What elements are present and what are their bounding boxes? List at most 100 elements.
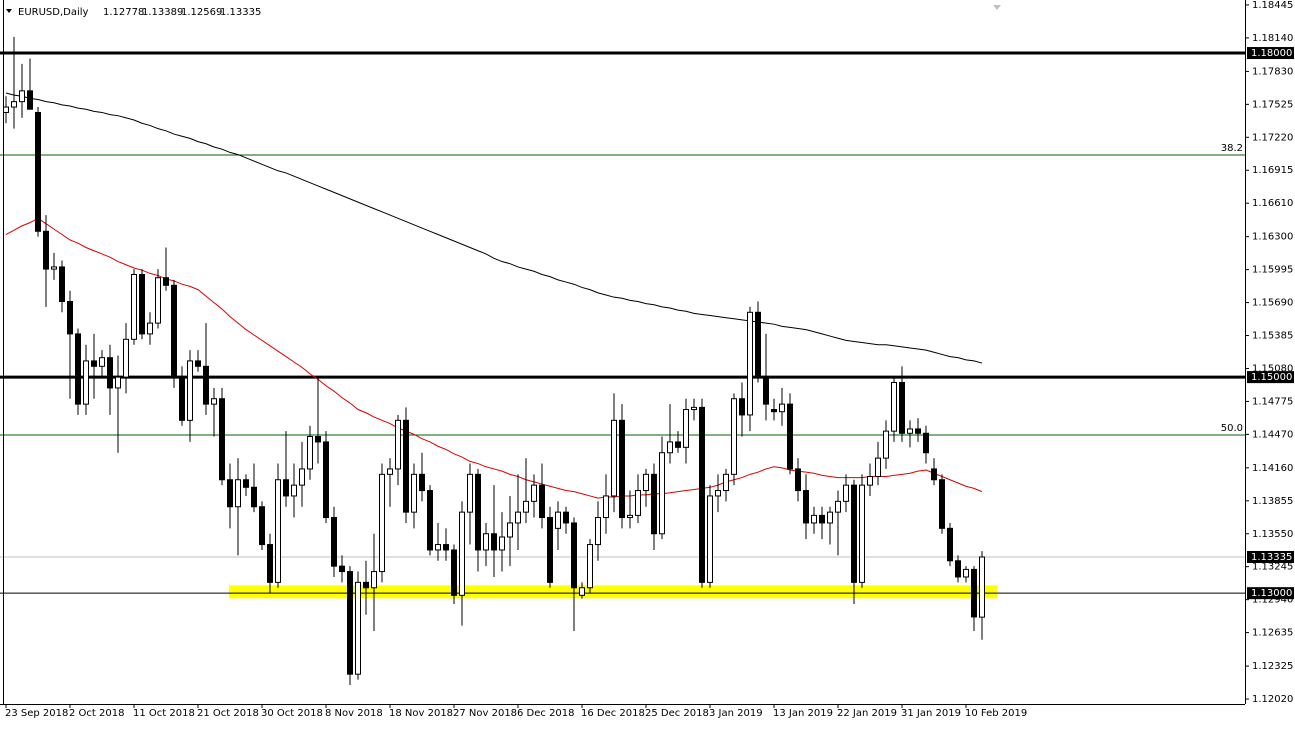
candle-body [91, 360, 97, 367]
price-box-label: 1.13000 [1251, 588, 1292, 599]
candle-body [883, 430, 889, 459]
candle-body [627, 514, 633, 519]
y-tick-label: 1.13855 [1252, 496, 1293, 507]
candle-body [915, 428, 921, 434]
y-tick-label: 1.12940 [1252, 595, 1293, 606]
x-tick-label: 3 Jan 2019 [709, 708, 763, 719]
x-tick-label: 11 Oct 2018 [133, 708, 195, 719]
candle-body [667, 441, 673, 454]
y-tick-label: 1.14160 [1252, 463, 1293, 474]
candle-body [891, 382, 897, 432]
candle-body [603, 495, 609, 519]
candle-body [411, 473, 417, 513]
candle-body [299, 468, 305, 486]
candle-body [403, 419, 409, 513]
candle-body [107, 357, 113, 389]
y-tick-label: 1.13550 [1252, 529, 1293, 540]
candle-body [75, 333, 81, 405]
candle-body [451, 549, 457, 596]
menu-triangle[interactable] [6, 9, 12, 13]
fib-label: 38.2 [1221, 143, 1243, 154]
candle-body [147, 322, 153, 335]
x-tick-label: 2 Oct 2018 [69, 708, 124, 719]
candle-body [179, 376, 185, 421]
header-open: 1.12778 [103, 7, 144, 18]
candle-body [3, 106, 9, 113]
price-box-label: 1.13335 [1251, 552, 1292, 563]
candle-body [203, 365, 209, 405]
y-tick-label: 1.15080 [1252, 363, 1293, 374]
candle-body [243, 479, 249, 488]
candle-body [971, 568, 977, 618]
candle-body [187, 360, 193, 421]
candle-body [35, 111, 41, 232]
candle-body [339, 565, 345, 573]
candle-body [307, 436, 313, 470]
candle-body [723, 473, 729, 492]
candle-body [11, 101, 17, 108]
y-tick-label: 1.12635 [1252, 628, 1293, 639]
candle-body [547, 517, 553, 583]
candle-body [19, 90, 25, 103]
x-tick-label: 18 Nov 2018 [389, 708, 453, 719]
candle-body [571, 522, 577, 589]
shift-marker [993, 5, 1001, 10]
candle-body [659, 452, 665, 535]
y-tick-label: 1.15690 [1252, 298, 1293, 309]
price-box [1247, 550, 1294, 563]
candle-body [843, 484, 849, 502]
candle-body [859, 484, 865, 583]
y-tick-label: 1.16915 [1252, 165, 1293, 176]
x-tick-label: 6 Dec 2018 [517, 708, 575, 719]
candle-body [651, 473, 657, 535]
candle-body [115, 376, 121, 389]
candle-body [979, 556, 985, 618]
candle-body [523, 500, 529, 513]
candle-body [691, 406, 697, 411]
candle-body [739, 398, 745, 416]
candle-body [595, 517, 601, 546]
price-box-label: 1.18000 [1251, 48, 1292, 59]
candle-body [835, 500, 841, 513]
candle-body [811, 514, 817, 524]
candle-body [323, 441, 329, 519]
candle-body [291, 484, 297, 497]
header-low: 1.12569 [181, 7, 222, 18]
candle-body [219, 398, 225, 481]
candle-layer [3, 36, 985, 685]
header-high: 1.13389 [142, 7, 183, 18]
y-tick-label: 1.12325 [1252, 661, 1293, 672]
candle-body [363, 581, 369, 589]
candle-body [931, 468, 937, 481]
candle-body [579, 587, 585, 596]
candle-body [171, 284, 177, 378]
candle-body [315, 436, 321, 443]
candle-body [707, 495, 713, 583]
candle-body [923, 432, 929, 454]
candle-body [827, 511, 833, 524]
x-tick-label: 22 Jan 2019 [837, 708, 897, 719]
candle-body [619, 419, 625, 519]
x-tick-label: 16 Dec 2018 [581, 708, 645, 719]
x-tick-label: 31 Jan 2019 [901, 708, 961, 719]
x-tick-label: 10 Feb 2019 [965, 708, 1027, 719]
candle-body [419, 473, 425, 492]
candle-body [163, 277, 169, 286]
price-box [1247, 47, 1294, 60]
candle-body [867, 475, 873, 486]
candle-body [875, 457, 881, 477]
candle-body [907, 428, 913, 434]
candle-body [459, 511, 465, 596]
candle-body [531, 484, 537, 502]
chart-title: EURUSD,Daily [18, 7, 89, 18]
candle-body [731, 398, 737, 475]
candle-body [787, 403, 793, 470]
candle-body [371, 571, 377, 589]
candle-body [347, 571, 353, 675]
candle-body [395, 419, 401, 470]
plot-layer [0, 51, 1245, 599]
candle-body [779, 403, 785, 413]
candle-body [59, 266, 65, 302]
